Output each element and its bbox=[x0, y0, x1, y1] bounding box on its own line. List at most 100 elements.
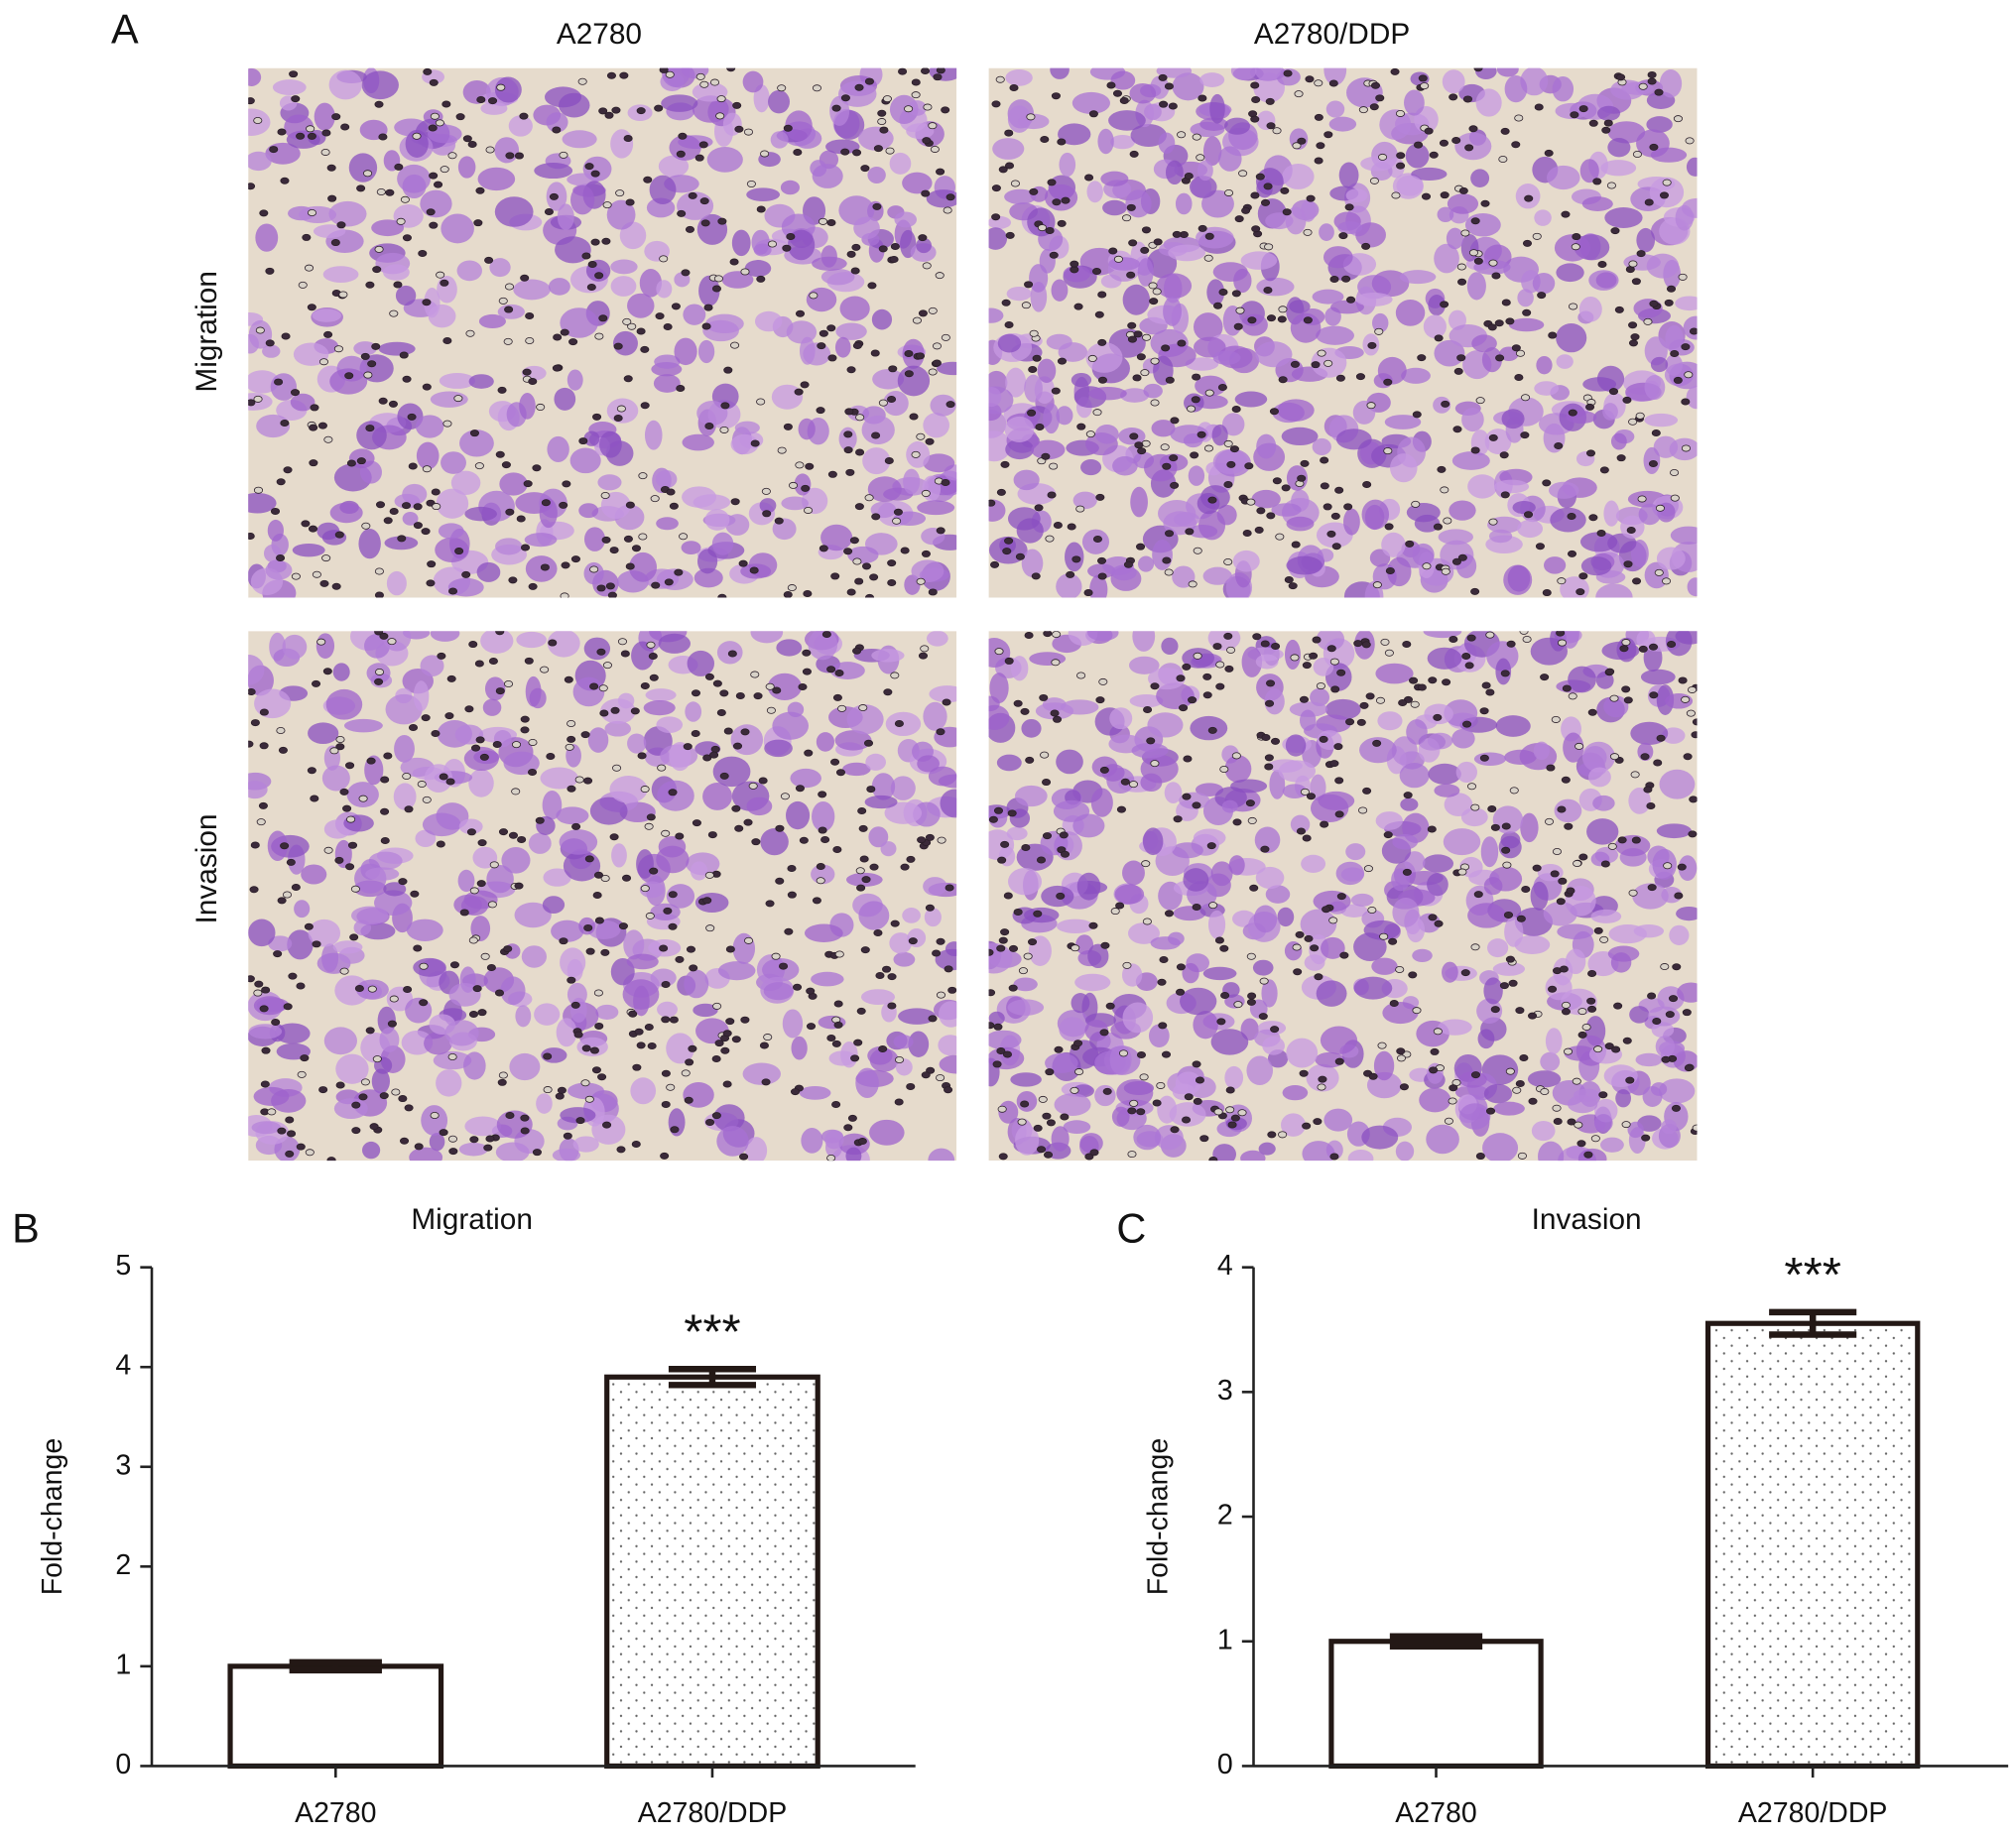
pore bbox=[790, 1088, 801, 1096]
cell bbox=[1320, 1026, 1358, 1054]
cell bbox=[1058, 123, 1091, 146]
cell bbox=[1461, 407, 1484, 432]
pore bbox=[1272, 127, 1282, 135]
cell bbox=[1046, 333, 1072, 350]
pore bbox=[402, 375, 412, 383]
pore bbox=[1523, 511, 1534, 519]
pore bbox=[1503, 911, 1514, 919]
cell bbox=[610, 129, 634, 159]
pore bbox=[1225, 1106, 1235, 1114]
pore bbox=[1686, 709, 1696, 717]
cell bbox=[1434, 243, 1459, 274]
cell bbox=[1493, 479, 1530, 494]
pore bbox=[422, 465, 432, 473]
pore bbox=[1383, 831, 1393, 839]
pore bbox=[1119, 96, 1129, 104]
cell bbox=[262, 344, 281, 358]
cell bbox=[1328, 116, 1357, 132]
pore bbox=[540, 666, 550, 674]
cell bbox=[734, 421, 760, 434]
cell bbox=[1224, 1065, 1244, 1090]
cell bbox=[1312, 289, 1344, 305]
pore bbox=[584, 163, 594, 171]
pore bbox=[487, 97, 498, 105]
pore bbox=[1648, 459, 1658, 467]
pore bbox=[296, 982, 306, 990]
pore bbox=[1363, 865, 1373, 873]
pore bbox=[851, 243, 861, 251]
pore bbox=[541, 499, 551, 507]
cell bbox=[1536, 355, 1553, 375]
cell bbox=[430, 631, 460, 642]
pore bbox=[864, 77, 874, 85]
pore bbox=[335, 743, 345, 751]
pore bbox=[1000, 840, 1010, 848]
pore bbox=[702, 897, 712, 905]
pore bbox=[408, 723, 419, 731]
cell bbox=[1470, 169, 1490, 187]
pore bbox=[611, 106, 621, 114]
cell bbox=[332, 940, 363, 954]
cell bbox=[248, 492, 277, 514]
pore bbox=[777, 446, 787, 454]
cell bbox=[711, 532, 734, 555]
y-tick-label: 0 bbox=[1217, 1749, 1233, 1780]
pore bbox=[410, 890, 420, 898]
pore bbox=[1586, 997, 1596, 1005]
pore bbox=[795, 785, 805, 793]
pore bbox=[476, 95, 486, 103]
pore bbox=[668, 789, 678, 796]
pore bbox=[1468, 249, 1479, 257]
pore bbox=[887, 396, 897, 404]
cell bbox=[308, 919, 341, 947]
pore bbox=[1304, 934, 1314, 942]
pore bbox=[1159, 100, 1169, 108]
pore bbox=[928, 1015, 938, 1023]
pore bbox=[1083, 589, 1093, 597]
pore bbox=[1318, 1075, 1327, 1083]
pore bbox=[304, 922, 314, 930]
pore bbox=[1290, 654, 1300, 662]
cell bbox=[560, 1107, 596, 1124]
pore bbox=[1095, 493, 1105, 501]
pore bbox=[657, 764, 667, 772]
cell bbox=[988, 942, 1013, 974]
pore bbox=[1247, 316, 1257, 324]
pore bbox=[1165, 376, 1175, 384]
pore bbox=[503, 945, 513, 953]
pore bbox=[447, 1135, 458, 1143]
pore bbox=[1020, 1100, 1030, 1108]
cell bbox=[1325, 100, 1345, 118]
pore bbox=[1219, 765, 1229, 773]
y-tick-label: 2 bbox=[1217, 1500, 1233, 1532]
pore bbox=[1259, 977, 1269, 985]
pore bbox=[621, 874, 632, 882]
pore bbox=[1532, 864, 1542, 872]
cell bbox=[495, 1142, 530, 1162]
pore bbox=[1136, 1051, 1147, 1059]
pore bbox=[816, 862, 825, 870]
pore bbox=[1411, 500, 1421, 508]
pore bbox=[873, 145, 883, 153]
pore bbox=[1188, 696, 1197, 704]
cell bbox=[1427, 647, 1462, 670]
pore bbox=[1085, 430, 1095, 438]
cell bbox=[361, 70, 399, 100]
pore bbox=[1042, 779, 1052, 787]
pore bbox=[317, 422, 327, 429]
pore bbox=[1250, 115, 1260, 123]
pore bbox=[1548, 985, 1558, 993]
pore bbox=[307, 304, 316, 311]
pore bbox=[1670, 494, 1680, 502]
cell bbox=[1043, 403, 1061, 434]
cell bbox=[683, 304, 706, 325]
cell bbox=[945, 941, 957, 957]
cell bbox=[1037, 358, 1057, 383]
pore bbox=[854, 83, 864, 91]
pore bbox=[761, 487, 771, 495]
cell bbox=[1377, 711, 1403, 731]
pore bbox=[1424, 127, 1434, 135]
pore bbox=[434, 181, 443, 188]
pore bbox=[1004, 657, 1014, 665]
pore bbox=[1306, 793, 1317, 800]
